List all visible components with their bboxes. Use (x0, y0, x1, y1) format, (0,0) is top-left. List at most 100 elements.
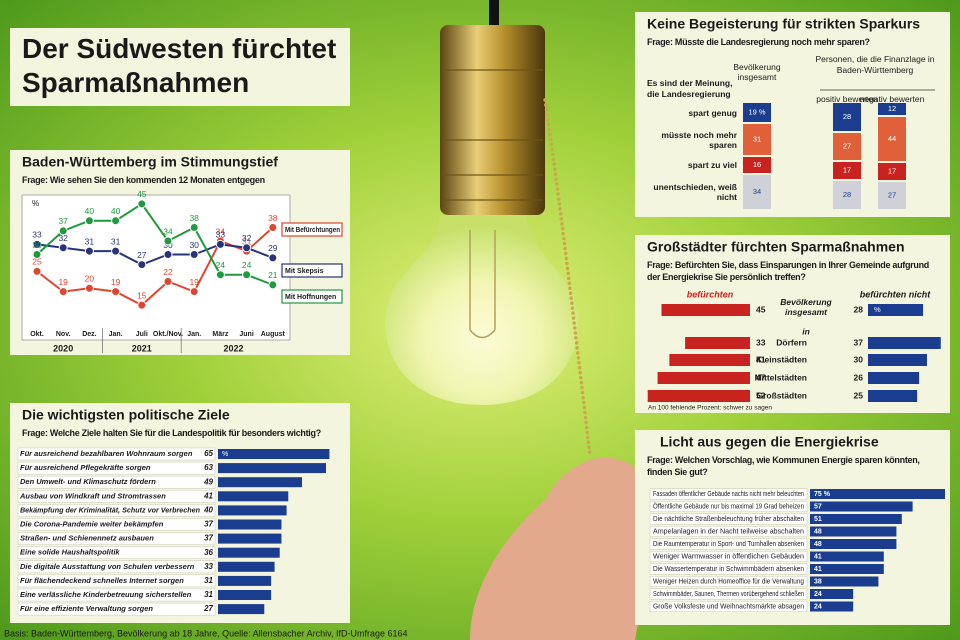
row-background (649, 526, 808, 537)
bar-segment (743, 124, 771, 155)
data-label: 19 (189, 277, 199, 287)
chart-title: Baden-Württemberg im Stimmungstief (22, 154, 278, 170)
filament (469, 230, 496, 339)
data-label: 38 (189, 213, 199, 223)
data-label: 31 (204, 576, 213, 585)
point (137, 199, 147, 209)
category-label: Straßen- und Schienennetz ausbauen (20, 534, 154, 543)
x-tick-label: März (212, 331, 228, 338)
bar (218, 575, 272, 586)
row-background (649, 551, 808, 562)
socket-ribs (442, 69, 543, 201)
point (163, 250, 173, 259)
bar (685, 337, 750, 349)
bar (218, 604, 265, 615)
line (36, 202, 274, 286)
data-label: 31 (85, 236, 95, 246)
data-label: 30 (189, 240, 199, 250)
category-label: Großstädten (756, 390, 807, 400)
data-label: 40 (203, 506, 213, 515)
bar-segment (878, 182, 906, 209)
data-label: 20 (85, 274, 95, 284)
chain (543, 98, 592, 457)
bar (868, 337, 941, 349)
category-label: Kleinstädten (756, 354, 807, 364)
point (268, 280, 278, 290)
category-label: Bevölkerung insgesamt (780, 297, 832, 317)
row-background (17, 546, 216, 560)
data-label: 27 (888, 190, 896, 199)
x-tick-label: Jan. (187, 331, 201, 338)
data-label: 33 (756, 337, 766, 347)
point (111, 216, 121, 226)
point (215, 270, 225, 280)
category-prefix: in (802, 326, 810, 336)
data-label: 24 (814, 603, 822, 610)
data-label: 65 (204, 449, 213, 458)
row-background (17, 447, 216, 461)
data-label: 49 (203, 477, 213, 486)
point (111, 246, 121, 256)
cord (489, 0, 499, 30)
bar-segment (743, 175, 771, 209)
data-label: 57 (814, 503, 822, 510)
category-label: Für ausreichend bezahlbaren Wohnraum sor… (20, 449, 193, 458)
category-label: Für ausreichend Pflegekräfte sorgen (20, 463, 151, 472)
point (32, 250, 42, 259)
bar (868, 390, 918, 402)
category-label: Ausbau von Windkraft und Stromtrassen (19, 491, 166, 500)
data-label: 37 (58, 216, 68, 226)
data-label: 26 (854, 372, 864, 382)
bar (218, 590, 272, 600)
data-label: 47 (756, 372, 766, 382)
chart-title: Großstädter fürchten Sparmaßnahmen (647, 239, 905, 255)
data-label: 25 (32, 257, 42, 267)
point (137, 260, 147, 270)
category-label: müsste noch mehr sparen (661, 129, 737, 150)
row-background (649, 488, 808, 500)
bar (810, 526, 897, 537)
chart-title: Licht aus gegen die Energiekrise (660, 434, 879, 450)
category-label: Ampelanlagen in der Nacht teilweise absc… (653, 526, 804, 535)
chart-subtitle: Frage: Müsste die Landesregierung noch m… (647, 37, 870, 47)
point (32, 266, 42, 276)
chart-subtitle: Frage: Befürchten Sie, dass Einsparungen… (647, 260, 929, 282)
data-label: 51 (814, 516, 822, 523)
data-label: 37 (204, 534, 213, 543)
row-background (649, 501, 808, 512)
year-label: 2021 (132, 343, 152, 353)
bar (669, 354, 750, 366)
data-label: 27 (203, 604, 213, 613)
chart-subtitle: Frage: Welchen Vorschlag, wie Kommunen E… (647, 455, 920, 477)
bar (810, 539, 897, 549)
bar (810, 589, 854, 599)
legend-label: Mit Skepsis (285, 268, 324, 275)
data-label: 24 (242, 260, 252, 270)
category-label: Die digitale Ausstattung von Schulen ver… (20, 562, 195, 571)
x-tick-label: Okt. (30, 331, 44, 338)
row-background (649, 563, 808, 575)
point (84, 246, 94, 256)
bar (218, 533, 282, 544)
row-background (17, 475, 216, 489)
data-label: 40 (111, 206, 121, 216)
data-label: 45 (756, 304, 766, 314)
data-label: 41 (814, 566, 822, 573)
data-label: 33 (204, 562, 213, 571)
legend-label: Mit Befürchtungen (285, 227, 340, 234)
row-background (17, 532, 216, 545)
bulb (385, 215, 578, 405)
legend-box (281, 222, 343, 237)
category-label: Mittelstädten (755, 372, 807, 382)
row-background (649, 538, 808, 550)
line (36, 243, 274, 266)
data-label: 19 % (748, 107, 765, 116)
data-label: 38 (268, 213, 278, 223)
bar (868, 354, 927, 366)
point (84, 216, 94, 226)
data-label: 22 (163, 267, 173, 277)
data-label: 63 (204, 463, 213, 472)
chart-title: Die wichtigsten politische Ziele (22, 407, 230, 423)
category-label: Eine verlässliche Kinderbetreuung sicher… (20, 590, 192, 599)
